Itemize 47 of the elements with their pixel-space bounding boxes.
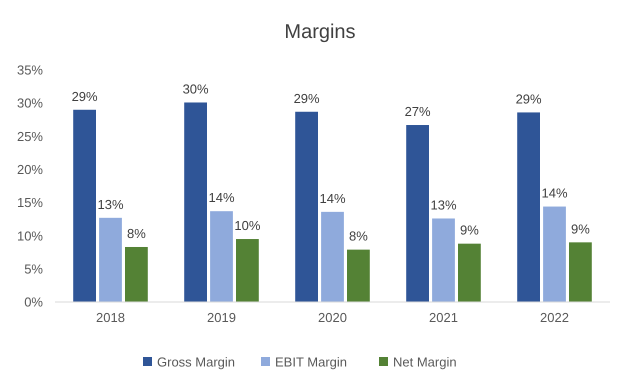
data-label: 9% xyxy=(571,221,590,236)
bar xyxy=(236,239,259,302)
data-label: 30% xyxy=(182,81,210,96)
data-label: 14% xyxy=(208,190,235,206)
bar xyxy=(432,218,455,302)
data-label: 29% xyxy=(294,90,320,106)
data-label: 29% xyxy=(516,91,542,106)
y-tick-label: 25% xyxy=(16,128,44,144)
bar xyxy=(125,246,148,302)
bar xyxy=(543,206,566,302)
data-label: 14% xyxy=(541,186,568,201)
legend-label: Gross Margin xyxy=(157,354,236,370)
y-tick-label: 10% xyxy=(16,228,44,244)
data-label: 10% xyxy=(234,218,261,234)
y-tick-label: 35% xyxy=(16,62,44,78)
bar xyxy=(295,112,318,302)
y-tick-label: 30% xyxy=(16,96,44,111)
bar xyxy=(347,250,370,302)
y-tick-label: 15% xyxy=(16,195,44,210)
data-label: 8% xyxy=(127,226,146,241)
bar xyxy=(458,244,481,302)
x-tick-label: 2019 xyxy=(207,310,236,325)
bar xyxy=(406,125,429,302)
bar xyxy=(73,110,96,302)
x-tick-label: 2018 xyxy=(96,310,125,325)
data-label: 29% xyxy=(72,88,98,104)
legend-label: EBIT Margin xyxy=(275,354,348,370)
bar xyxy=(210,211,233,302)
data-label: 8% xyxy=(349,228,368,244)
data-label: 14% xyxy=(319,190,346,206)
x-tick-label: 2021 xyxy=(429,310,458,325)
bar xyxy=(321,212,344,302)
x-tick-label: 2020 xyxy=(318,310,347,325)
data-label: 13% xyxy=(430,197,457,212)
y-tick-label: 0% xyxy=(24,294,44,310)
y-tick-label: 5% xyxy=(24,261,44,276)
bar xyxy=(99,218,122,302)
bar xyxy=(517,112,540,302)
data-label: 9% xyxy=(460,222,480,238)
bar xyxy=(184,102,207,302)
data-label: 27% xyxy=(404,104,432,120)
x-tick-label: 2022 xyxy=(540,310,569,325)
legend-label: Net Margin xyxy=(393,354,457,370)
data-label: 13% xyxy=(97,196,124,212)
y-tick-label: 20% xyxy=(16,162,44,177)
bar xyxy=(569,242,592,302)
chart-title: Margins xyxy=(284,21,356,43)
